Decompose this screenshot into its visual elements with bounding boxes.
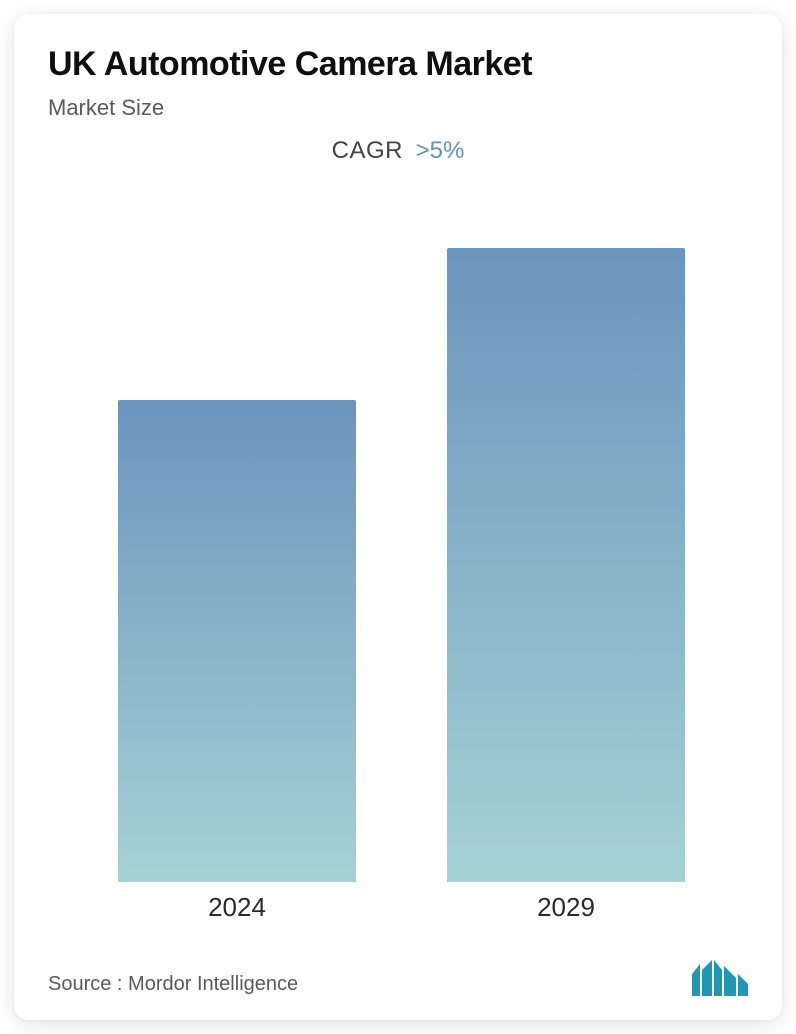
cagr-row: CAGR >5% bbox=[48, 137, 748, 165]
source-text: Source : Mordor Intelligence bbox=[48, 973, 298, 996]
x-axis-labels: 2024 2029 bbox=[48, 892, 748, 932]
bar bbox=[447, 248, 685, 882]
cagr-value: >5% bbox=[416, 137, 465, 164]
x-axis-tick-label: 2029 bbox=[537, 892, 595, 923]
bars-area bbox=[48, 185, 748, 882]
cagr-label: CAGR bbox=[332, 137, 403, 164]
x-axis-tick-label: 2024 bbox=[208, 892, 266, 923]
chart-subtitle: Market Size bbox=[48, 95, 748, 121]
chart-title: UK Automotive Camera Market bbox=[48, 44, 748, 85]
plot-area: 2024 2029 bbox=[48, 185, 748, 952]
bar bbox=[118, 400, 356, 882]
footer: Source : Mordor Intelligence bbox=[48, 952, 748, 996]
chart-card: UK Automotive Camera Market Market Size … bbox=[14, 14, 782, 1020]
brand-logo-icon bbox=[692, 960, 748, 996]
